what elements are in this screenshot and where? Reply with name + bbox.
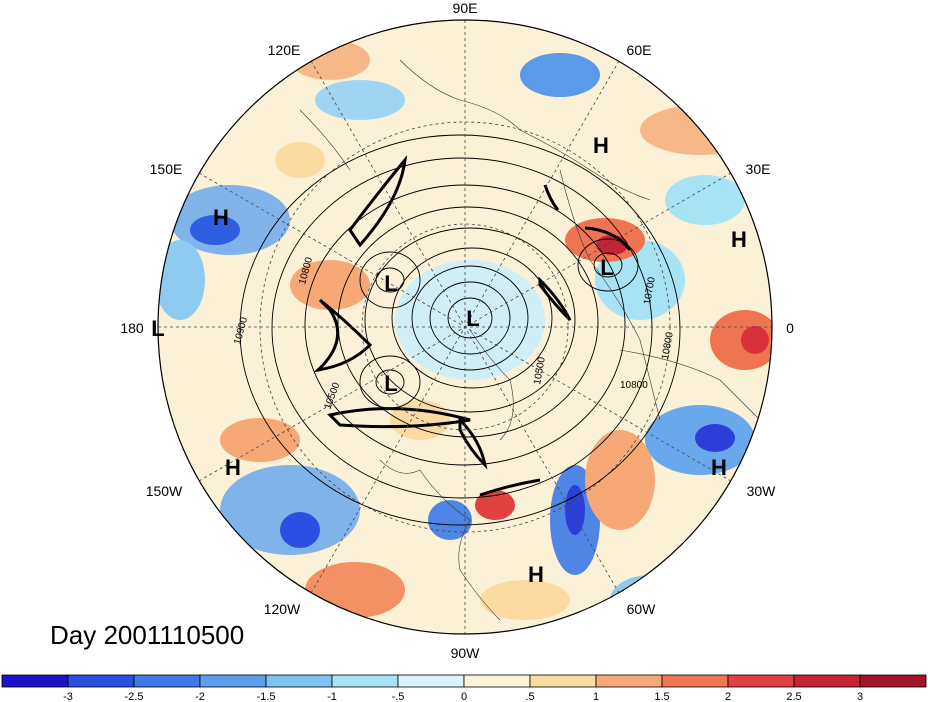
longitude-label: 30W bbox=[747, 483, 777, 499]
colorbar-tick-label: 0 bbox=[461, 691, 467, 702]
day-label: Day 2001110500 bbox=[50, 620, 245, 650]
colorbar-box bbox=[199, 674, 267, 688]
high-center: H bbox=[225, 455, 241, 480]
contour-label: 10800 bbox=[660, 331, 676, 361]
longitude-label: 60E bbox=[627, 42, 652, 58]
colorbar-box bbox=[463, 674, 531, 688]
height-contours bbox=[239, 134, 681, 526]
high-center: H bbox=[213, 205, 229, 230]
colorbar: -3 -2.5 -2 -1.5 -1 -.5 0 .5 1 1.5 2 2.5 3 bbox=[1, 674, 927, 702]
longitude-label: 180 bbox=[120, 320, 144, 336]
map-boundary bbox=[157, 19, 773, 635]
contour-label: 10700 bbox=[642, 276, 658, 306]
longitude-label: 0 bbox=[786, 320, 794, 336]
colorbar-box bbox=[397, 674, 465, 688]
colorbar-tick-label: -.5 bbox=[392, 691, 405, 702]
coastlines bbox=[299, 59, 761, 621]
longitude-label: 120E bbox=[268, 42, 301, 58]
colorbar-tick-label: -2.5 bbox=[125, 691, 144, 702]
colorbar-tick-label: 1.5 bbox=[654, 691, 669, 702]
low-center: L bbox=[384, 271, 397, 296]
colorbar-box bbox=[859, 674, 927, 688]
longitude-label: 150E bbox=[150, 161, 183, 177]
longitude-label: 30E bbox=[746, 161, 771, 177]
high-center: H bbox=[731, 227, 747, 252]
longitude-label: 90E bbox=[453, 0, 478, 16]
low-center: L bbox=[466, 306, 479, 331]
low-center: L bbox=[151, 316, 164, 341]
colorbar-box bbox=[529, 674, 597, 688]
colorbar-box bbox=[727, 674, 795, 688]
colorbar-tick-label: -1 bbox=[327, 691, 337, 702]
colorbar-box bbox=[331, 674, 399, 688]
longitude-label: 60W bbox=[627, 601, 657, 617]
low-center: L bbox=[384, 371, 397, 396]
colorbar-tick-label: -3 bbox=[63, 691, 73, 702]
graticule bbox=[158, 20, 772, 634]
colorbar-tick-label: 1 bbox=[593, 691, 599, 702]
colorbar-tick-label: 2 bbox=[725, 691, 731, 702]
colorbar-box bbox=[595, 674, 663, 688]
colorbar-tick-label: -2 bbox=[195, 691, 205, 702]
colorbar-tick-label: .5 bbox=[525, 691, 534, 702]
longitude-label: 90W bbox=[451, 645, 481, 661]
colorbar-box bbox=[133, 674, 201, 688]
longitude-label: 120W bbox=[264, 601, 301, 617]
contour-label: 10500 bbox=[532, 356, 548, 386]
colorbar-box bbox=[67, 674, 135, 688]
longitude-label: 150W bbox=[146, 483, 183, 499]
high-center: H bbox=[711, 455, 727, 480]
colorbar-tick-label: -1.5 bbox=[257, 691, 276, 702]
jet-streaks bbox=[313, 155, 632, 497]
contour-label: 10800 bbox=[620, 380, 648, 391]
polar-stereographic-map: 10800 10900 10500 10700 10800 10800 1050… bbox=[120, 0, 794, 661]
colorbar-tick-label: 2.5 bbox=[786, 691, 801, 702]
high-center: H bbox=[528, 562, 544, 587]
colorbar-box bbox=[1, 674, 69, 688]
colorbar-box bbox=[661, 674, 729, 688]
low-center: L bbox=[600, 255, 613, 280]
colorbar-box bbox=[793, 674, 861, 688]
high-center: H bbox=[593, 133, 609, 158]
colorbar-tick-label: 3 bbox=[857, 691, 863, 702]
colorbar-box bbox=[265, 674, 333, 688]
